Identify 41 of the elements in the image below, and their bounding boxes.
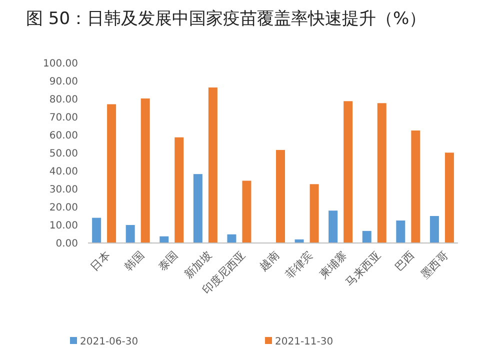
bar	[126, 225, 135, 243]
chart-title: 图 50：日韩及发展中国家疫苗覆盖率快速提升（%）	[26, 9, 426, 29]
bar	[328, 210, 338, 243]
x-tick-label: 日本	[88, 248, 113, 274]
y-tick-label: 40.00	[49, 166, 78, 178]
bar	[362, 230, 372, 243]
x-tick-label: 韩国	[122, 248, 147, 274]
bar	[411, 130, 420, 243]
bar	[107, 104, 116, 243]
bar	[92, 218, 102, 243]
y-tick-label: 60.00	[49, 130, 78, 142]
y-tick-label: 90.00	[49, 76, 78, 88]
bar	[310, 184, 319, 243]
legend-label: 2021-06-30	[80, 336, 138, 348]
y-tick-label: 20.00	[49, 202, 78, 214]
bar	[160, 236, 169, 243]
x-tick-label: 菲律宾	[283, 248, 316, 282]
bar	[174, 137, 184, 243]
y-tick-label: 80.00	[49, 94, 78, 106]
bar	[193, 174, 202, 243]
bar	[227, 234, 236, 243]
y-tick-label: 70.00	[49, 112, 78, 124]
x-tick-label: 墨西哥	[418, 248, 451, 282]
y-tick-label: 100.00	[43, 58, 78, 70]
bar	[377, 103, 386, 243]
bar	[396, 220, 406, 243]
bar	[242, 180, 252, 243]
legend-label: 2021-11-30	[275, 336, 334, 348]
bar	[344, 101, 353, 243]
x-tick-label: 越南	[257, 248, 282, 274]
x-tick-label: 泰国	[156, 248, 180, 274]
x-tick-label: 巴西	[392, 248, 418, 274]
y-tick-label: 0.00	[56, 238, 78, 250]
bar	[140, 98, 150, 243]
y-tick-label: 10.00	[49, 220, 78, 232]
bar	[276, 150, 285, 243]
y-tick-label: 50.00	[49, 148, 78, 160]
bar	[208, 87, 218, 243]
bar	[444, 152, 454, 243]
y-tick-label: 30.00	[49, 184, 78, 196]
bar	[430, 216, 439, 243]
